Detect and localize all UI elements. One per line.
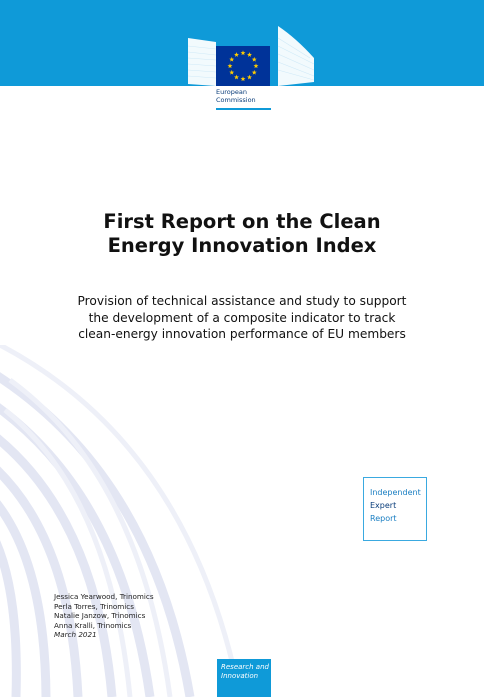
subtitle-line-2: the development of a composite indicator…	[88, 310, 396, 325]
expert-label-line-2: Expert	[370, 501, 397, 510]
eu-star-icon	[229, 56, 235, 62]
eu-star-icon	[251, 56, 257, 62]
title-line-2: Energy Innovation Index	[107, 234, 377, 257]
eu-star-icon	[251, 69, 257, 75]
eu-star-icon	[240, 76, 246, 82]
title-line-1: First Report on the Clean	[103, 210, 381, 233]
eu-star-icon	[234, 52, 239, 57]
subtitle-line-1: Provision of technical assistance and st…	[77, 294, 407, 308]
report-subtitle: Provision of technical assistance and st…	[30, 293, 454, 343]
eu-star-icon	[253, 63, 259, 69]
logo-org-line1: European	[216, 88, 247, 96]
author-1: Jessica Yearwood, Trinomics	[54, 592, 154, 601]
publication-date: March 2021	[54, 630, 97, 639]
logo-org-line2: Commission	[216, 96, 256, 104]
ec-logo: European Commission	[186, 18, 318, 110]
logo-text: European Commission	[216, 88, 276, 104]
author-4: Anna Kralli, Trinomics	[54, 620, 132, 630]
independent-expert-report-label: Independent Expert Report	[363, 477, 427, 541]
subtitle-line-3: clean-energy innovation performance of E…	[78, 327, 406, 341]
author-list: Jessica Yearwood, Trinomics Perla Torres…	[54, 592, 154, 640]
expert-label-line-3: Report	[370, 514, 397, 523]
berlaymont-building-icon	[187, 26, 315, 86]
eu-star-icon	[227, 63, 233, 69]
expert-label-line-1: Independent	[370, 488, 421, 497]
eu-star-icon	[247, 74, 252, 80]
report-title: First Report on the Clean Energy Innovat…	[40, 210, 444, 258]
eu-star-icon	[247, 52, 252, 57]
author-2: Perla Torres, Trinomics	[54, 601, 134, 611]
decorative-curves	[0, 345, 243, 697]
eu-star-icon	[240, 50, 246, 56]
logo-underline	[216, 108, 271, 110]
badge-line-1: Research and	[221, 663, 269, 671]
author-3: Natalie Janzow, Trinomics	[54, 611, 146, 620]
research-innovation-badge: Research and Innovation	[217, 659, 271, 697]
badge-line-2: Innovation	[221, 672, 259, 680]
eu-star-icon	[234, 74, 239, 80]
eu-star-icon	[229, 69, 235, 75]
